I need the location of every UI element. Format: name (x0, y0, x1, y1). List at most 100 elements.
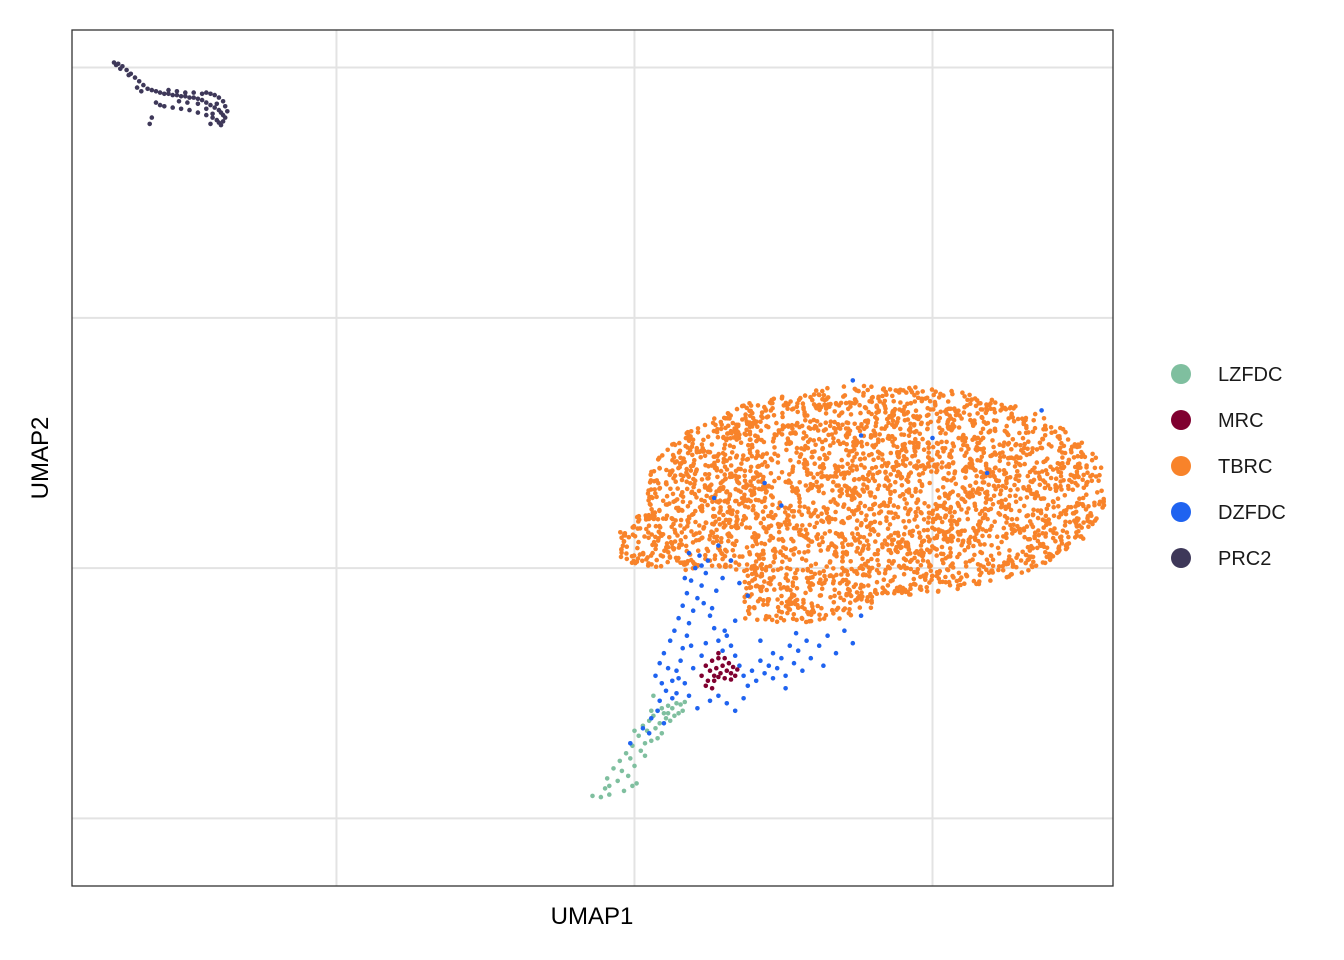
point-tbrc (994, 478, 1000, 484)
point-tbrc (785, 436, 791, 441)
point-tbrc (903, 463, 908, 469)
point-tbrc (1058, 473, 1064, 479)
point-tbrc (898, 539, 904, 545)
point-tbrc (810, 582, 816, 587)
point-tbrc (924, 585, 929, 590)
point-tbrc (802, 606, 807, 612)
point-dzfdc (930, 435, 935, 441)
point-tbrc (1038, 445, 1043, 451)
point-tbrc (908, 461, 913, 466)
point-tbrc (891, 443, 896, 448)
point-tbrc (1063, 429, 1068, 435)
point-tbrc (714, 534, 720, 540)
point-tbrc (1000, 563, 1005, 569)
point-tbrc (843, 577, 849, 583)
point-tbrc (618, 554, 624, 560)
point-tbrc (836, 468, 841, 473)
point-tbrc (889, 561, 895, 566)
point-lzfdc (655, 736, 660, 741)
point-tbrc (939, 544, 945, 550)
point-tbrc (857, 540, 863, 545)
point-tbrc (884, 463, 890, 469)
point-tbrc (712, 416, 717, 421)
point-tbrc (1089, 520, 1095, 525)
point-tbrc (874, 416, 880, 422)
point-tbrc (821, 428, 827, 433)
point-tbrc (1004, 475, 1010, 481)
point-mrc (709, 686, 715, 691)
point-tbrc (714, 527, 719, 533)
point-tbrc (649, 507, 654, 512)
point-tbrc (1086, 524, 1091, 529)
point-tbrc (976, 567, 982, 572)
point-dzfdc (770, 650, 776, 656)
legend-label-dzfdc: DZFDC (1218, 502, 1286, 524)
point-tbrc (695, 426, 701, 431)
point-tbrc (874, 579, 880, 585)
point-tbrc (847, 449, 853, 454)
point-lzfdc (674, 701, 679, 706)
point-tbrc (999, 406, 1005, 412)
point-dzfdc (659, 681, 665, 686)
point-tbrc (776, 608, 782, 614)
point-tbrc (770, 502, 775, 508)
point-tbrc (802, 393, 808, 398)
point-tbrc (877, 432, 882, 437)
point-tbrc (688, 468, 694, 473)
point-tbrc (733, 498, 738, 504)
point-tbrc (1018, 496, 1023, 502)
point-tbrc (1059, 541, 1065, 546)
point-tbrc (689, 529, 694, 534)
point-tbrc (724, 489, 730, 494)
point-dzfdc (984, 470, 990, 476)
point-tbrc (998, 454, 1003, 460)
point-tbrc (772, 555, 778, 561)
point-tbrc (978, 407, 984, 412)
point-tbrc (812, 524, 817, 530)
point-dzfdc (720, 648, 725, 653)
point-tbrc (1077, 496, 1082, 502)
point-tbrc (685, 518, 690, 523)
point-tbrc (851, 584, 857, 590)
point-tbrc (1032, 535, 1037, 541)
point-tbrc (855, 507, 861, 512)
point-prc2 (149, 87, 155, 93)
point-tbrc (684, 470, 689, 475)
point-tbrc (1015, 416, 1021, 422)
point-tbrc (948, 518, 954, 524)
point-tbrc (693, 538, 699, 543)
point-tbrc (646, 530, 651, 535)
point-tbrc (952, 509, 957, 515)
point-tbrc (917, 478, 922, 484)
point-tbrc (944, 530, 949, 535)
point-tbrc (1024, 495, 1030, 500)
point-tbrc (648, 502, 653, 508)
point-tbrc (926, 510, 932, 516)
point-tbrc (712, 556, 718, 562)
point-tbrc (826, 520, 832, 525)
legend-item-tbrc: TBRC (1171, 456, 1272, 478)
point-tbrc (920, 558, 926, 563)
point-tbrc (997, 442, 1002, 448)
point-tbrc (1003, 485, 1009, 491)
point-tbrc (799, 556, 805, 561)
point-tbrc (696, 488, 702, 494)
point-tbrc (766, 513, 771, 519)
point-tbrc (717, 522, 723, 527)
point-tbrc (786, 513, 791, 518)
point-tbrc (867, 506, 872, 512)
point-tbrc (802, 465, 807, 471)
point-prc2 (149, 115, 155, 120)
point-tbrc (673, 530, 678, 535)
point-tbrc (657, 508, 662, 514)
point-tbrc (705, 449, 711, 455)
point-tbrc (907, 385, 912, 391)
point-tbrc (977, 491, 982, 497)
point-tbrc (833, 500, 838, 506)
point-mrc (699, 673, 704, 679)
point-tbrc (988, 406, 994, 412)
point-tbrc (1055, 496, 1061, 502)
point-tbrc (800, 567, 806, 573)
point-tbrc (891, 503, 897, 508)
point-tbrc (951, 444, 957, 449)
